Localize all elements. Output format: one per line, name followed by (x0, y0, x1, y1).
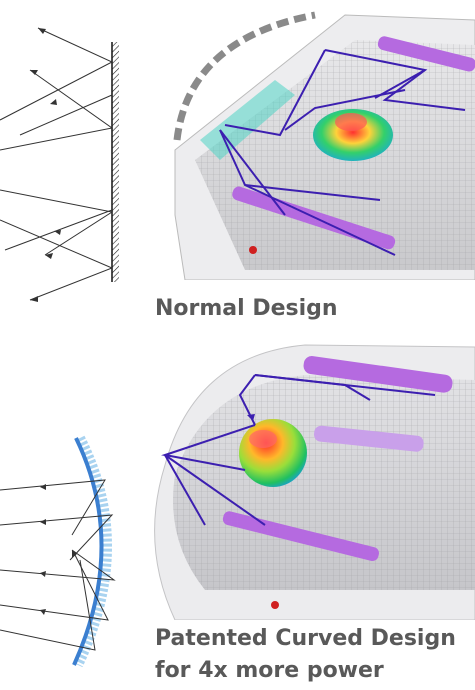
curved-mirror-ray-diagram (0, 435, 116, 668)
normal-design-device-image (173, 11, 475, 280)
curved-design-caption-line2: for 4x more power (155, 658, 384, 683)
curved-design-caption-line1: Patented Curved Design (155, 626, 456, 651)
toy-object-icon (239, 419, 307, 487)
flat-mirror-rays (0, 27, 114, 301)
curved-ray-arrowheads (40, 484, 77, 615)
uv-lamp-icon (303, 356, 453, 393)
toy-object-icon (313, 109, 393, 161)
curved-design-device-image (154, 344, 475, 620)
normal-reflection-rays (219, 49, 466, 256)
normal-design-caption: Normal Design (155, 296, 338, 321)
flat-mirror-ray-diagram (0, 27, 119, 302)
curved-mirror-icon (72, 435, 112, 668)
flat-ray-arrowheads (30, 28, 61, 302)
curved-reflection-rays (161, 374, 436, 526)
curved-mirror-rays (0, 479, 116, 651)
flat-mirror-icon (111, 42, 119, 282)
uv-lamp-icon (377, 36, 475, 72)
uv-lamp-icon (314, 425, 424, 452)
removed-curve-dashed-arc (173, 11, 316, 141)
